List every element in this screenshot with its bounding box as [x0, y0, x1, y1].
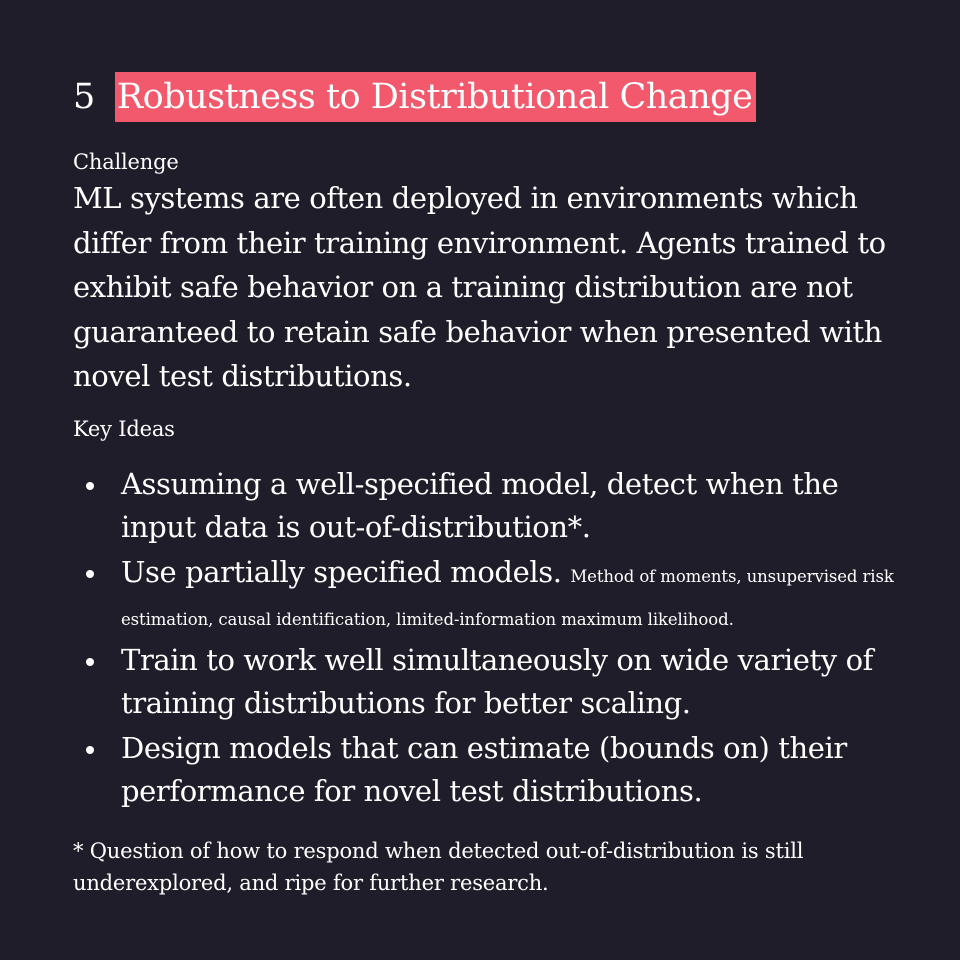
key-idea-item: Assuming a well-specified model, detect … [73, 463, 903, 549]
challenge-label: Challenge [73, 150, 179, 174]
key-idea-text: Design models that can estimate (bounds … [121, 730, 847, 808]
key-idea-text: Train to work well simultaneously on wid… [121, 642, 873, 720]
key-idea-item: Use partially specified models. Method o… [73, 551, 903, 637]
key-idea-text: Assuming a well-specified model, detect … [121, 466, 839, 544]
section-number: 5 [73, 77, 95, 117]
key-ideas-label: Key Ideas [73, 416, 175, 441]
bullet-icon [86, 481, 94, 490]
section-heading: 5 Robustness to Distributional Change [73, 72, 903, 122]
bullet-icon [86, 745, 94, 754]
challenge-text: ML systems are often deployed in environ… [73, 181, 886, 393]
key-ideas-list: Assuming a well-specified model, detect … [73, 463, 903, 813]
bullet-icon [86, 657, 94, 666]
slide-content: 5 Robustness to Distributional Change Ch… [73, 72, 903, 899]
key-idea-text: Use partially specified models. [121, 554, 562, 589]
section-title: Robustness to Distributional Change [114, 72, 757, 122]
key-idea-item: Train to work well simultaneously on wid… [73, 639, 903, 725]
bullet-icon [86, 569, 94, 578]
key-idea-item: Design models that can estimate (bounds … [73, 727, 903, 813]
key-idea-detail: Method of moments, unsupervised risk est… [121, 566, 894, 629]
footnote: * Question of how to respond when detect… [73, 838, 804, 895]
